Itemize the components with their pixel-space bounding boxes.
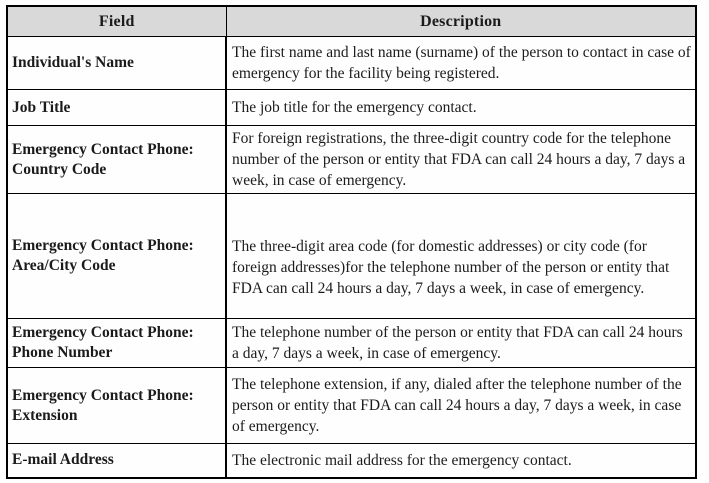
field-cell: E-mail Address — [6, 443, 227, 478]
description-cell: For foreign registrations, the three-dig… — [225, 125, 697, 194]
field-description-table: Field Description Individual's Name The … — [6, 5, 697, 479]
table-row-country-code: Emergency Contact Phone: Country Code Fo… — [6, 125, 697, 194]
field-cell: Individual's Name — [6, 36, 227, 90]
table-row-job-title: Job Title The job title for the emergenc… — [6, 89, 697, 126]
field-cell: Job Title — [6, 89, 227, 126]
description-cell: The job title for the emergency contact. — [225, 89, 697, 126]
field-cell: Emergency Contact Phone: Extension — [6, 367, 227, 444]
field-cell: Emergency Contact Phone: Phone Number — [6, 318, 227, 368]
field-cell: Emergency Contact Phone: Area/City Code — [6, 193, 227, 319]
description-cell: The telephone number of the person or en… — [225, 318, 697, 368]
header-row: Field Description — [6, 5, 697, 37]
table-row-individuals-name: Individual's Name The first name and las… — [6, 36, 697, 90]
description-cell: The telephone extension, if any, dialed … — [225, 367, 697, 444]
description-cell: The electronic mail address for the emer… — [225, 443, 697, 478]
table-row-email-address: E-mail Address The electronic mail addre… — [6, 443, 697, 478]
column-header-description: Description — [225, 5, 697, 37]
table-row-phone-number: Emergency Contact Phone: Phone Number Th… — [6, 318, 697, 368]
description-cell: The first name and last name (surname) o… — [225, 36, 697, 90]
table-row-area-city-code: Emergency Contact Phone: Area/City Code … — [6, 193, 697, 319]
field-cell: Emergency Contact Phone: Country Code — [6, 125, 227, 194]
table-row-extension: Emergency Contact Phone: Extension The t… — [6, 367, 697, 444]
column-header-field: Field — [6, 5, 227, 37]
description-cell: The three-digit area code (for domestic … — [225, 193, 697, 319]
